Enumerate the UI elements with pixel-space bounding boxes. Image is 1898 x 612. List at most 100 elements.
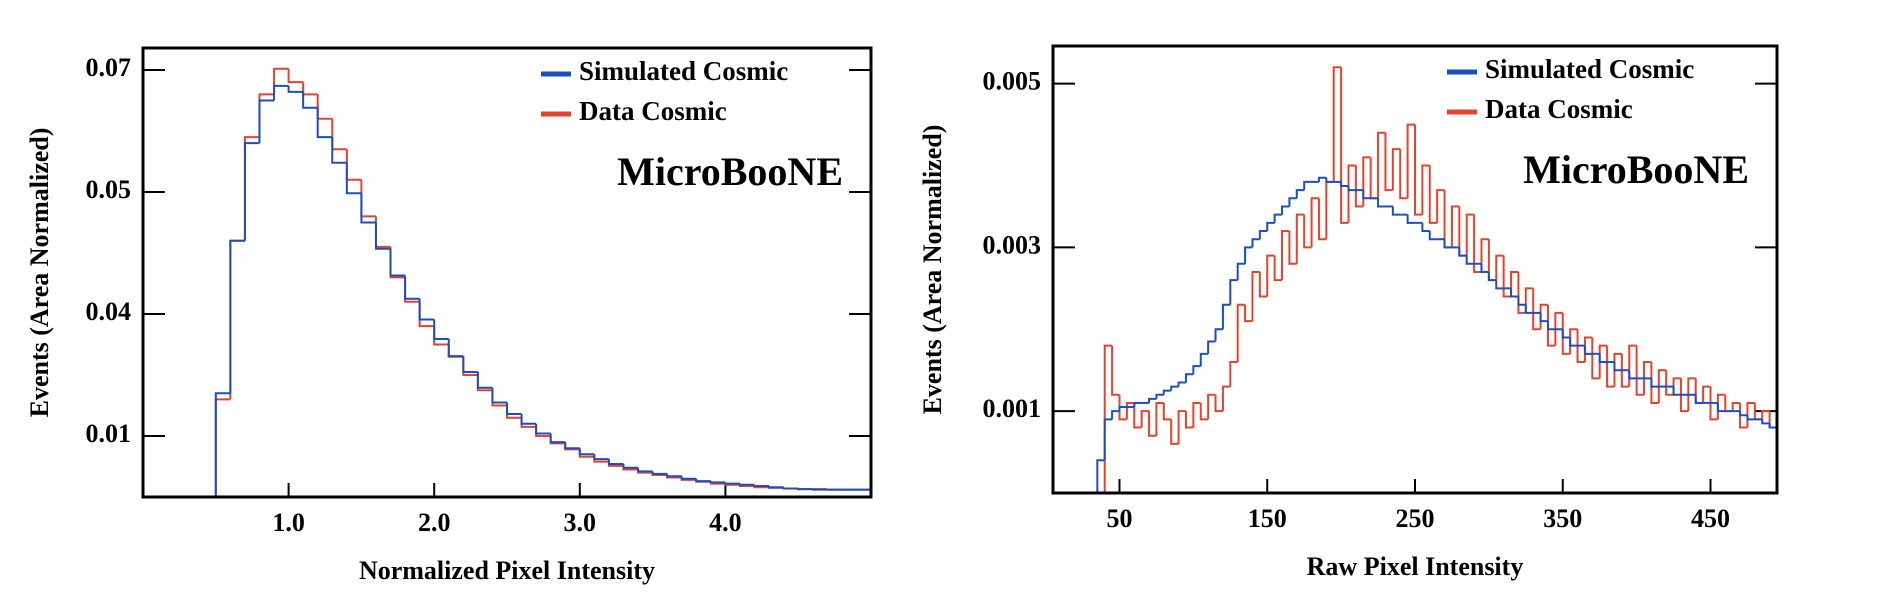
histogram-bin: [1650, 378, 1659, 388]
histogram-bin: [1192, 401, 1201, 428]
x-tick-label: 450: [1691, 504, 1730, 533]
x-tick-label: 4.0: [709, 508, 742, 537]
histogram-bin: [1524, 304, 1534, 314]
histogram-bin: [1583, 336, 1593, 363]
x-tick-label: 3.0: [564, 508, 597, 537]
histogram-bin: [1613, 362, 1622, 372]
histogram-bin: [476, 371, 493, 389]
histogram-bin: [1443, 190, 1452, 249]
histogram-bin: [1184, 411, 1194, 429]
histogram-bin: [1657, 369, 1667, 403]
y-tick-label: 0.04: [86, 297, 132, 326]
histogram-bin: [1406, 123, 1415, 199]
annotation: MicroBooNE: [1523, 147, 1749, 192]
histogram-bin: [1325, 180, 1334, 240]
histogram-bin: [1377, 131, 1386, 199]
histogram-bin: [506, 402, 522, 416]
histogram-bin: [1561, 329, 1571, 339]
histogram-bin: [1199, 402, 1209, 421]
histogram-bin: [651, 471, 668, 475]
histogram-bin: [1561, 312, 1571, 355]
histogram-bin: [1310, 197, 1319, 248]
x-tick-label: 350: [1543, 504, 1582, 533]
histogram-bin: [1236, 303, 1246, 363]
histogram-bin: [709, 481, 726, 484]
histogram-bin: [1465, 255, 1475, 265]
histogram-bin: [1125, 401, 1135, 420]
histogram-bin: [418, 301, 435, 328]
histogram-bin: [360, 179, 376, 218]
histogram-bin: [578, 449, 595, 458]
x-tick-label: 2.0: [418, 508, 451, 537]
histogram-bin: [1598, 344, 1608, 379]
histogram-bin: [1229, 361, 1238, 387]
histogram-bin: [273, 84, 289, 101]
histogram-bin: [1628, 370, 1637, 380]
histogram-bin: [1539, 303, 1548, 330]
y-axis-label: Events (Area Normalized): [918, 125, 947, 415]
histogram-bin: [1266, 254, 1275, 297]
x-tick-label: 1.0: [272, 508, 305, 537]
histogram-bin: [1096, 459, 1105, 493]
histogram-bin: [1391, 206, 1401, 216]
histogram-bin: [1214, 394, 1223, 413]
histogram-bin: [724, 482, 740, 485]
histogram-bin: [433, 326, 449, 346]
histogram-bin: [302, 82, 318, 96]
histogram-bin: [287, 68, 304, 84]
histogram-bin: [1576, 329, 1585, 364]
histogram-bin: [753, 484, 770, 488]
histogram-bin: [243, 136, 260, 241]
histogram-bin: [1221, 303, 1231, 330]
histogram-bin: [1510, 288, 1519, 298]
y-tick-label: 0.07: [86, 53, 132, 82]
histogram-bin: [1716, 393, 1726, 420]
y-tick-label: 0.003: [983, 230, 1042, 259]
histogram-bin: [1502, 255, 1512, 298]
histogram-bin: [1347, 164, 1356, 223]
histogram-bin: [1155, 401, 1164, 436]
histogram-bin: [811, 488, 828, 491]
histogram-bin: [782, 487, 799, 490]
histogram-bin: [1687, 377, 1696, 412]
histogram-bin: [520, 414, 537, 425]
histogram-bin: [1295, 189, 1305, 199]
histogram-bin: [1465, 213, 1475, 256]
histogram-bin: [535, 423, 551, 435]
histogram-bin: [1613, 352, 1622, 387]
histogram-bin: [462, 356, 478, 373]
y-tick-label: 0.01: [86, 419, 132, 448]
histogram-bin: [1761, 419, 1770, 425]
histogram-bin: [404, 275, 420, 300]
histogram-bin: [607, 459, 624, 466]
histogram-bin: [331, 137, 347, 164]
histogram-bin: [214, 392, 231, 497]
histogram-bin: [1258, 230, 1268, 240]
legend-label: Data Cosmic: [1485, 94, 1633, 124]
histogram-bin: [1495, 280, 1504, 290]
histogram-bin: [1643, 361, 1652, 395]
histogram-bin: [1406, 214, 1415, 224]
histogram-bin: [1436, 189, 1445, 223]
histogram-bin: [1620, 353, 1630, 388]
histogram-bin: [1133, 402, 1142, 429]
histogram-bin: [345, 149, 362, 181]
histogram-bin: [1591, 337, 1600, 380]
histogram-bin: [1148, 397, 1157, 403]
histogram-bin: [1221, 385, 1231, 412]
histogram-bin: [1103, 418, 1113, 461]
histogram-bin: [1111, 410, 1120, 420]
histogram-bin: [433, 319, 449, 340]
histogram-bin: [1635, 345, 1645, 396]
histogram-bin: [1229, 279, 1238, 305]
histogram-bin: [389, 248, 406, 277]
histogram-bin: [1177, 410, 1186, 444]
histogram-bin: [1266, 221, 1275, 232]
histogram-bin: [680, 476, 697, 480]
y-tick-label: 0.005: [983, 67, 1042, 96]
histogram-bin: [593, 454, 609, 461]
plot-frame: [141, 46, 873, 499]
histogram-bin: [1251, 270, 1260, 322]
histogram-bin: [622, 464, 639, 469]
histogram-bin: [374, 216, 391, 248]
